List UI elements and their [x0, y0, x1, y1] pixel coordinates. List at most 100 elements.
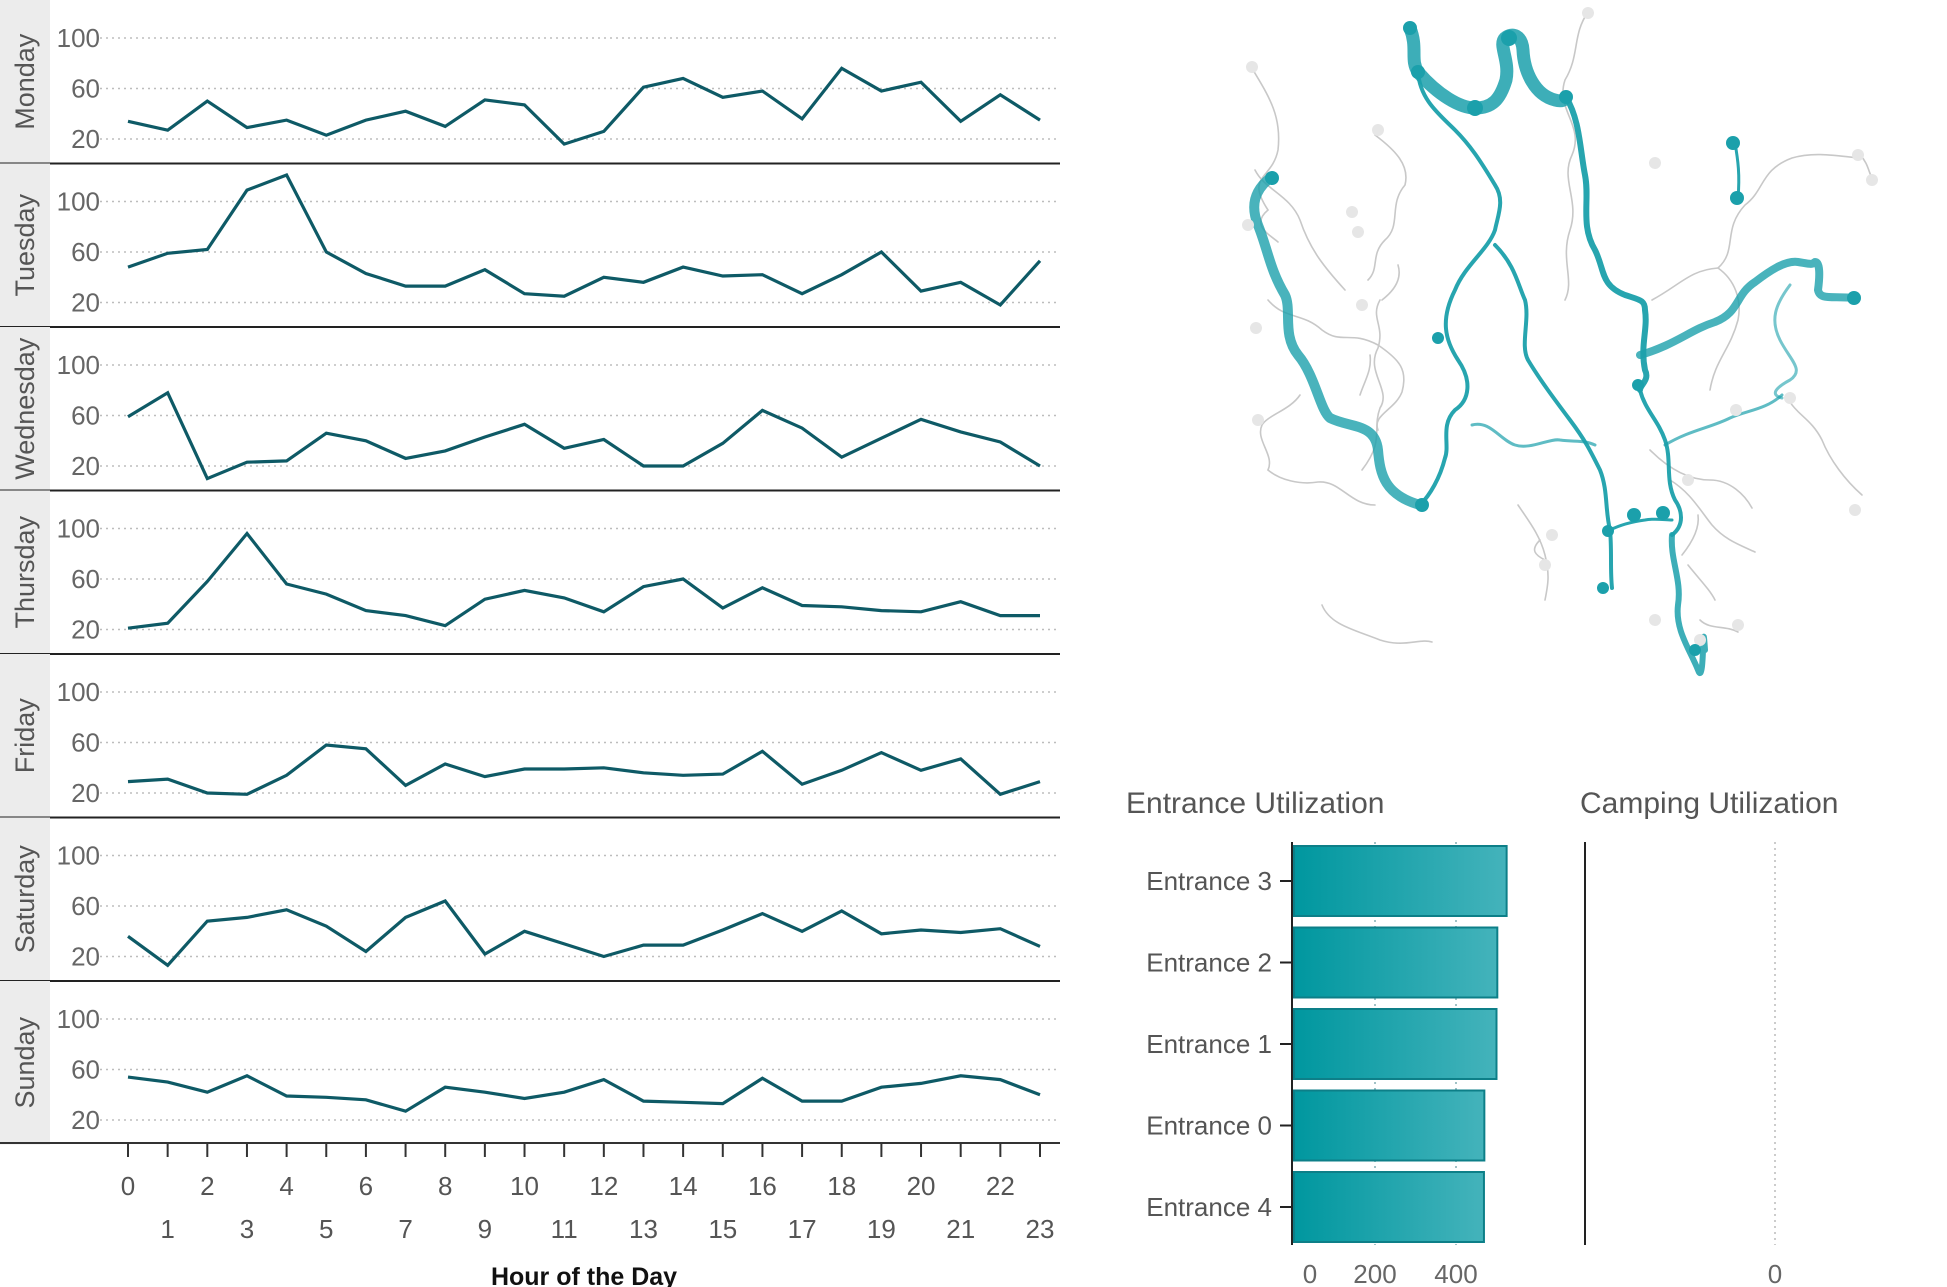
entrance-bar[interactable] [1293, 1089, 1486, 1162]
x-tick-label: 7 [398, 1214, 412, 1244]
entrance-category-label: Entrance 1 [1146, 1029, 1272, 1059]
x-tick-label: 4 [279, 1171, 293, 1201]
day-label-strip [0, 0, 50, 164]
x-tick-label: 11 [551, 1214, 578, 1244]
faint-route [1267, 469, 1376, 506]
y-tick-label: 100 [57, 677, 100, 707]
camping-tick-label: 0 [1768, 1259, 1782, 1287]
route-connector-ne [1773, 283, 1798, 400]
node [1730, 404, 1742, 416]
route-heavy-north [1403, 21, 1573, 115]
node [1559, 90, 1573, 104]
faint-route [1651, 153, 1859, 301]
day-label: Saturday [10, 845, 40, 954]
node [1352, 226, 1364, 238]
faint-route [1381, 264, 1400, 301]
x-tick-label: 0 [121, 1171, 135, 1201]
y-tick-label: 100 [57, 1004, 100, 1034]
faint-route [1533, 539, 1546, 561]
camping-utilization-chart: Camping Utilization 0 [1580, 787, 1838, 1287]
x-tick-label: 8 [438, 1171, 452, 1201]
trail-network-map [1242, 7, 1878, 676]
node [1242, 219, 1254, 231]
day-label-strip [0, 981, 50, 1145]
day-label-strip [0, 817, 50, 981]
node [1346, 206, 1358, 218]
series-line-saturday [127, 899, 1041, 968]
entrance-utilization-chart: Entrance Utilization Entrance 3 Entrance … [1126, 787, 1508, 1287]
node [1546, 529, 1558, 541]
route-connector [1470, 422, 1597, 448]
faint-route [1259, 394, 1301, 471]
node [1501, 30, 1517, 46]
hourly-line-charts: Monday 100 60 20 Tuesday 100 60 20 Wednesday 100 6… [0, 0, 1060, 1145]
node [1467, 100, 1483, 116]
hour-axis: Hour of the Day 012345678910111213141516… [0, 1142, 1060, 1287]
node [1852, 149, 1864, 161]
day-panel-tuesday: Tuesday 100 60 20 [0, 163, 1060, 328]
y-tick-label: 60 [71, 1055, 100, 1085]
node [1252, 414, 1264, 426]
faint-route [1649, 449, 1753, 509]
y-tick-label: 20 [71, 778, 100, 808]
x-tick-label: 18 [827, 1171, 856, 1201]
day-panel-saturday: Saturday 100 60 20 [0, 817, 1060, 982]
day-label-strip [0, 490, 50, 654]
day-panel-friday: Friday 100 60 20 [0, 654, 1060, 819]
y-tick-label: 20 [71, 942, 100, 972]
node [1602, 525, 1614, 537]
route-south-spur [1608, 528, 1614, 590]
route-south-central [1493, 243, 1612, 532]
route-central [1416, 70, 1503, 507]
node [1694, 634, 1706, 646]
y-tick-label: 100 [57, 187, 100, 217]
x-tick-label: 16 [748, 1171, 777, 1201]
node [1656, 506, 1670, 520]
x-tick-label: 10 [510, 1171, 539, 1201]
x-tick-label: 21 [946, 1214, 975, 1244]
y-tick-label: 20 [71, 288, 100, 318]
faint-route [1669, 479, 1756, 553]
active-nodes [1265, 21, 1861, 656]
route-southeast [1638, 388, 1683, 537]
faint-route [1681, 514, 1700, 556]
node [1372, 124, 1384, 136]
y-tick-label: 60 [71, 891, 100, 921]
node [1265, 171, 1279, 185]
node [1356, 299, 1368, 311]
entrance-category-label: Entrance 4 [1146, 1192, 1272, 1222]
entrance-bar[interactable] [1293, 845, 1508, 917]
faint-route [1699, 619, 1739, 633]
day-label-strip [0, 163, 50, 327]
day-label: Monday [10, 33, 40, 130]
day-panel-monday: Monday 100 60 20 [0, 0, 1060, 165]
faint-route [1709, 267, 1740, 391]
y-tick-label: 60 [71, 564, 100, 594]
node [1432, 332, 1444, 344]
day-panel-thursday: Thursday 100 60 20 [0, 490, 1060, 655]
entrance-category-label: Entrance 3 [1146, 866, 1272, 896]
entrance-bar[interactable] [1293, 1171, 1485, 1243]
day-label-strip [0, 654, 50, 818]
day-panel-sunday: Sunday 100 60 20 [0, 981, 1060, 1145]
faint-route [1687, 564, 1716, 601]
day-label: Thursday [10, 515, 40, 628]
x-tick-label: 3 [240, 1214, 254, 1244]
node [1539, 559, 1551, 571]
entrance-x-tick-label: 400 [1434, 1259, 1477, 1287]
y-tick-label: 20 [71, 1105, 100, 1135]
x-tick-label: 6 [359, 1171, 373, 1201]
node [1250, 322, 1262, 334]
faint-route [1367, 134, 1407, 281]
entrance-category-label: Entrance 0 [1146, 1111, 1272, 1141]
y-tick-label: 100 [57, 514, 100, 544]
node [1689, 644, 1701, 656]
y-tick-label: 20 [71, 124, 100, 154]
day-label: Sunday [10, 1016, 40, 1108]
entrance-bar[interactable] [1293, 926, 1499, 999]
node [1649, 614, 1661, 626]
x-tick-label: 19 [867, 1214, 896, 1244]
hour-axis-title: Hour of the Day [491, 1263, 677, 1287]
entrance-bar[interactable] [1293, 1008, 1498, 1080]
day-label: Friday [10, 698, 40, 774]
